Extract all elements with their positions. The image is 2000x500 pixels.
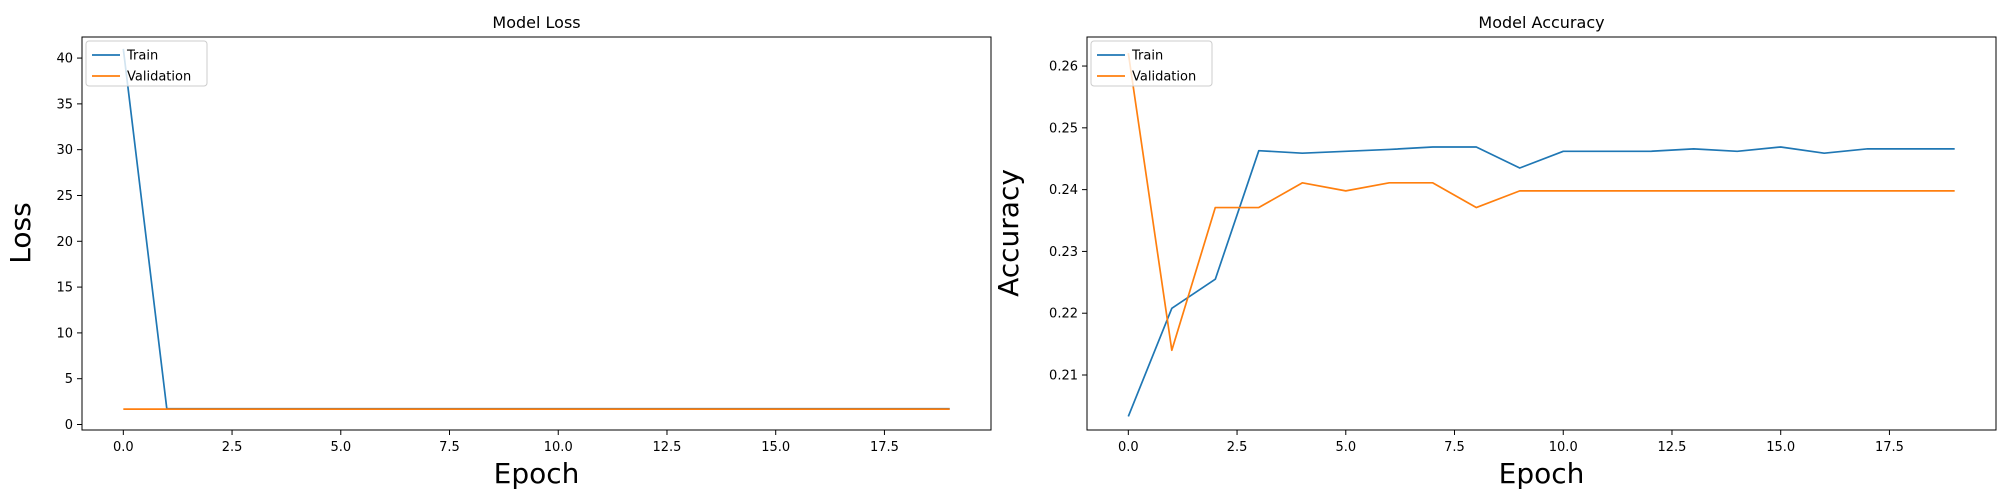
y-tick-label: 15 xyxy=(56,281,73,296)
x-tick-label: 5.0 xyxy=(330,440,351,455)
legend-box xyxy=(85,40,208,87)
x-tick-label: 17.5 xyxy=(1875,440,1904,455)
x-tick-label: 15.0 xyxy=(1766,440,1795,455)
legend-label-validation: Validation xyxy=(1132,70,1196,85)
x-tick-label: 0.0 xyxy=(113,440,134,455)
x-axis-label: Epoch xyxy=(494,457,580,490)
x-tick-label: 12.5 xyxy=(1658,440,1687,455)
legend: Train Validation xyxy=(1090,40,1213,87)
y-tick-label: 25 xyxy=(56,189,73,204)
x-tick-label: 10.0 xyxy=(544,440,573,455)
y-tick-label: 0.24 xyxy=(1049,183,1078,198)
chart-title: Model Loss xyxy=(492,13,580,32)
chart-title: Model Accuracy xyxy=(1478,13,1604,32)
y-tick-label: 0.22 xyxy=(1049,307,1078,322)
plot-frame xyxy=(1086,36,1997,431)
series-line-train xyxy=(1127,146,1955,417)
chart-panel-1: Model Loss 0.0 2.5 5.0 7.5 10.0 12.5 15.0 17.5 0 5… xyxy=(4,13,992,490)
plot-lines xyxy=(122,48,950,410)
x-tick-label: 7.5 xyxy=(439,440,460,455)
x-tick-label: 15.0 xyxy=(761,440,790,455)
y-tick-label: 0.21 xyxy=(1049,369,1078,384)
y-tick-label: 40 xyxy=(56,52,73,67)
x-tick-label: 2.5 xyxy=(222,440,243,455)
y-tick-label: 0.23 xyxy=(1049,245,1078,260)
legend-label-train: Train xyxy=(1131,49,1163,64)
series-line-validation xyxy=(1127,52,1955,352)
x-tick-label: 0.0 xyxy=(1118,440,1139,455)
plot-frame xyxy=(81,36,992,431)
plot-lines xyxy=(1127,52,1955,417)
y-axis-label: Loss xyxy=(4,202,37,263)
y-tick-label: 30 xyxy=(56,143,73,158)
x-tick-label: 17.5 xyxy=(870,440,899,455)
y-tick-label: 35 xyxy=(56,97,73,112)
y-tick-label: 0.26 xyxy=(1049,60,1078,75)
y-tick-label: 10 xyxy=(56,326,73,341)
legend-label-train: Train xyxy=(126,49,158,64)
chart-panel-2: Model Accuracy 0.0 2.5 5.0 7.5 10.0 12.5 15.0 17… xyxy=(992,13,1997,490)
y-tick-label: 0 xyxy=(65,418,73,433)
x-tick-label: 10.0 xyxy=(1549,440,1578,455)
x-tick-label: 12.5 xyxy=(653,440,682,455)
legend: Train Validation xyxy=(85,40,208,87)
legend-label-validation: Validation xyxy=(127,70,191,85)
x-tick-label: 5.0 xyxy=(1335,440,1356,455)
y-tick-label: 20 xyxy=(56,235,73,250)
x-tick-label: 7.5 xyxy=(1444,440,1465,455)
y-tick-label: 5 xyxy=(65,372,73,387)
x-axis-label: Epoch xyxy=(1499,457,1585,490)
x-tick-label: 2.5 xyxy=(1227,440,1248,455)
legend-box xyxy=(1090,40,1213,87)
panels: Model Loss 0.0 2.5 5.0 7.5 10.0 12.5 15.0 17.5 0 5… xyxy=(4,13,1997,490)
y-tick-label: 0.25 xyxy=(1049,121,1078,136)
y-axis-label: Accuracy xyxy=(992,169,1025,297)
